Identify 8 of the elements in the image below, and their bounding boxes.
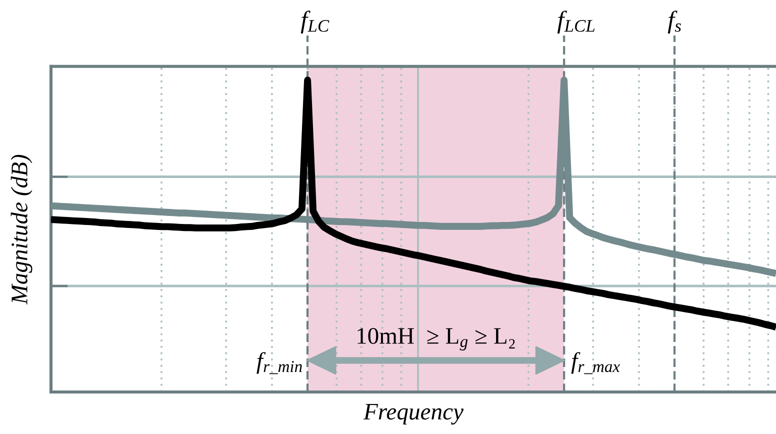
y-axis-title: Magnitude (dB) — [10, 154, 32, 305]
annotation: f$_{r_min}$ — [256, 352, 302, 374]
annotation: f$_{r_max}$ — [571, 352, 620, 374]
x-axis-title: Frequency — [363, 404, 464, 425]
text: f$_{LCL}$ — [557, 10, 595, 34]
text: f$_{s}$ — [668, 10, 681, 34]
text: f$_{LC}$ — [300, 10, 330, 34]
annotation: 10mH ≥ L$_{g}$ ≥ L₂ — [358, 328, 515, 350]
